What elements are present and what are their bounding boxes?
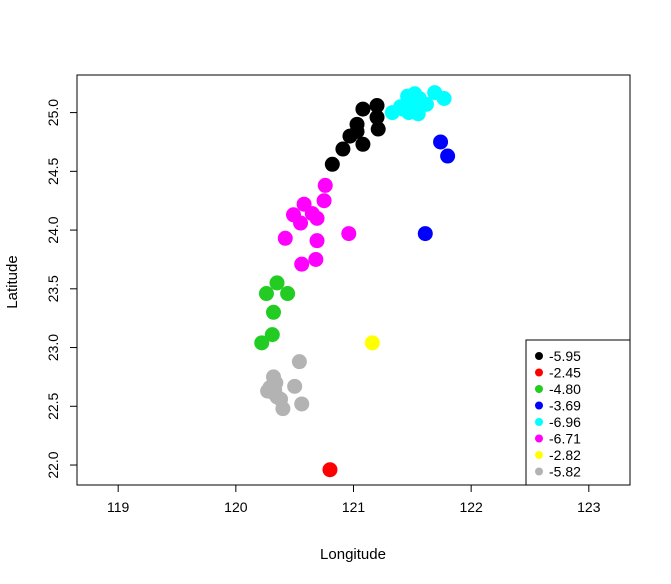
data-point-series-7 bbox=[275, 401, 291, 417]
legend-marker-5 bbox=[535, 434, 543, 443]
data-point-series-5 bbox=[309, 210, 325, 226]
data-point-series-5 bbox=[309, 233, 325, 249]
y-axis: 22.0 22.5 23.0 23.5 24.0 24.5 25.0 bbox=[45, 99, 78, 479]
legend-label-7: -5.82 bbox=[549, 464, 581, 480]
data-point-series-1 bbox=[322, 462, 338, 478]
legend-box bbox=[525, 339, 631, 486]
data-point-series-2 bbox=[265, 304, 281, 320]
data-point-series-2 bbox=[258, 286, 274, 302]
data-point-series-3 bbox=[417, 226, 433, 242]
legend-label-6: -2.82 bbox=[549, 447, 581, 463]
data-point-series-0 bbox=[349, 123, 365, 139]
legend-marker-4 bbox=[535, 418, 543, 426]
x-axis-title: Longitude bbox=[320, 546, 386, 563]
y-tick-label: 22.5 bbox=[45, 392, 61, 419]
legend-label-1: -2.45 bbox=[549, 365, 581, 381]
data-points bbox=[254, 85, 456, 478]
data-point-series-0 bbox=[369, 98, 385, 114]
data-point-series-2 bbox=[280, 286, 296, 302]
legend-marker-6 bbox=[535, 451, 543, 459]
data-point-series-4 bbox=[404, 96, 420, 112]
data-point-series-0 bbox=[335, 141, 351, 157]
x-axis: 119 120 121 122 123 bbox=[107, 484, 601, 515]
legend-marker-0 bbox=[535, 352, 543, 360]
data-point-series-0 bbox=[370, 121, 386, 137]
data-point-series-2 bbox=[269, 275, 285, 291]
legend-marker-7 bbox=[535, 467, 543, 476]
legend: -5.95-2.45-4.80-3.69-6.96-6.71-2.82-5.82 bbox=[525, 339, 631, 486]
x-tick-label: 123 bbox=[577, 499, 601, 515]
data-point-series-7 bbox=[291, 354, 307, 370]
data-point-series-5 bbox=[341, 226, 357, 242]
x-tick-label: 122 bbox=[459, 499, 483, 515]
data-point-series-7 bbox=[287, 378, 303, 394]
data-point-series-0 bbox=[355, 101, 371, 117]
legend-marker-3 bbox=[535, 401, 543, 410]
y-tick-label: 23.0 bbox=[45, 334, 61, 361]
x-tick-label: 121 bbox=[342, 499, 366, 515]
legend-label-0: -5.95 bbox=[549, 348, 581, 364]
data-point-series-3 bbox=[440, 148, 456, 164]
data-point-series-5 bbox=[277, 230, 293, 246]
data-point-series-4 bbox=[436, 90, 452, 106]
data-point-series-7 bbox=[260, 383, 276, 399]
data-point-series-5 bbox=[316, 193, 332, 209]
y-tick-label: 24.0 bbox=[45, 216, 61, 243]
y-tick-label: 23.5 bbox=[45, 275, 61, 302]
legend-marker-2 bbox=[535, 385, 543, 393]
data-point-series-0 bbox=[369, 109, 385, 125]
y-tick-label: 24.5 bbox=[45, 157, 61, 184]
legend-label-5: -6.71 bbox=[549, 431, 581, 447]
data-point-series-5 bbox=[308, 251, 324, 267]
y-axis-title: Latitude bbox=[4, 255, 21, 308]
data-point-series-0 bbox=[324, 156, 340, 172]
data-point-series-7 bbox=[294, 396, 310, 412]
data-point-series-0 bbox=[355, 136, 371, 152]
data-point-series-5 bbox=[294, 256, 310, 272]
data-point-series-3 bbox=[433, 134, 449, 150]
data-point-series-2 bbox=[264, 327, 280, 343]
data-point-series-6 bbox=[364, 335, 380, 351]
legend-marker-1 bbox=[535, 368, 543, 377]
legend-label-3: -3.69 bbox=[549, 398, 581, 414]
data-point-series-5 bbox=[293, 215, 309, 231]
x-tick-label: 119 bbox=[107, 499, 130, 515]
legend-label-4: -6.96 bbox=[549, 414, 581, 430]
data-point-series-2 bbox=[254, 335, 270, 351]
legend-label-2: -4.80 bbox=[549, 381, 581, 397]
y-tick-label: 22.0 bbox=[45, 451, 61, 478]
data-point-series-5 bbox=[317, 177, 333, 193]
x-tick-label: 120 bbox=[224, 499, 248, 515]
y-tick-label: 25.0 bbox=[45, 99, 61, 126]
